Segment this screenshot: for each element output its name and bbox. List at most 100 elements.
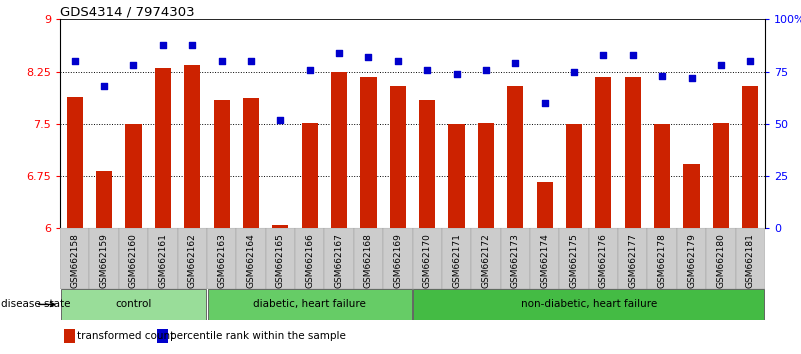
Text: GSM662181: GSM662181 xyxy=(746,233,755,288)
Text: GSM662167: GSM662167 xyxy=(335,233,344,288)
Bar xyxy=(207,289,412,320)
Text: GSM662162: GSM662162 xyxy=(187,233,197,288)
Bar xyxy=(157,329,168,343)
Text: GSM662161: GSM662161 xyxy=(159,233,167,288)
Bar xyxy=(272,225,288,228)
Bar xyxy=(501,228,530,289)
Point xyxy=(568,69,581,75)
Point xyxy=(304,67,316,73)
Bar xyxy=(266,228,295,289)
Point xyxy=(450,71,463,76)
Point xyxy=(626,52,639,58)
Bar xyxy=(442,228,471,289)
Bar xyxy=(360,77,376,228)
Text: GSM662159: GSM662159 xyxy=(99,233,109,288)
Bar xyxy=(126,124,142,228)
Bar xyxy=(706,228,735,289)
Bar xyxy=(236,228,266,289)
Text: GSM662176: GSM662176 xyxy=(599,233,608,288)
Point xyxy=(538,100,551,106)
Bar xyxy=(618,228,647,289)
Bar xyxy=(96,171,112,228)
Text: GSM662160: GSM662160 xyxy=(129,233,138,288)
Bar xyxy=(559,228,589,289)
Point xyxy=(656,73,669,79)
Bar xyxy=(354,228,383,289)
Text: GSM662171: GSM662171 xyxy=(452,233,461,288)
Bar xyxy=(66,97,83,228)
Text: disease state: disease state xyxy=(2,299,70,309)
Bar xyxy=(471,228,501,289)
Bar xyxy=(478,122,494,228)
Point xyxy=(685,75,698,81)
Point xyxy=(392,58,405,64)
Text: non-diabetic, heart failure: non-diabetic, heart failure xyxy=(521,299,657,309)
Bar xyxy=(302,122,318,228)
Bar xyxy=(530,228,559,289)
Point xyxy=(186,42,199,47)
Bar xyxy=(683,164,699,228)
Text: GSM662174: GSM662174 xyxy=(540,233,549,288)
Point xyxy=(509,61,521,66)
Text: GSM662169: GSM662169 xyxy=(393,233,402,288)
Bar xyxy=(324,228,354,289)
Bar xyxy=(243,98,259,228)
Bar xyxy=(589,228,618,289)
Text: GDS4314 / 7974303: GDS4314 / 7974303 xyxy=(60,5,195,18)
Bar xyxy=(566,124,582,228)
Bar xyxy=(383,228,413,289)
Bar xyxy=(677,228,706,289)
Bar xyxy=(64,329,74,343)
Text: GSM662172: GSM662172 xyxy=(481,233,490,288)
Text: GSM662173: GSM662173 xyxy=(511,233,520,288)
Bar xyxy=(743,86,759,228)
Bar xyxy=(390,86,406,228)
Text: diabetic, heart failure: diabetic, heart failure xyxy=(253,299,366,309)
Bar xyxy=(295,228,324,289)
Text: percentile rank within the sample: percentile rank within the sample xyxy=(170,331,346,341)
Bar xyxy=(60,228,90,289)
Bar xyxy=(90,228,119,289)
Point xyxy=(421,67,433,73)
Text: GSM662163: GSM662163 xyxy=(217,233,226,288)
Bar xyxy=(507,86,523,228)
Bar xyxy=(148,228,178,289)
Text: GSM662178: GSM662178 xyxy=(658,233,666,288)
Text: GSM662177: GSM662177 xyxy=(628,233,638,288)
Bar xyxy=(449,124,465,228)
Text: GSM662170: GSM662170 xyxy=(423,233,432,288)
Bar xyxy=(419,99,435,228)
Point xyxy=(215,58,228,64)
Text: GSM662158: GSM662158 xyxy=(70,233,79,288)
Text: GSM662165: GSM662165 xyxy=(276,233,285,288)
Bar xyxy=(61,289,207,320)
Bar xyxy=(647,228,677,289)
Point xyxy=(480,67,493,73)
Bar xyxy=(155,68,171,228)
Point xyxy=(744,58,757,64)
Text: control: control xyxy=(115,299,151,309)
Text: GSM662179: GSM662179 xyxy=(687,233,696,288)
Bar xyxy=(413,289,764,320)
Text: GSM662164: GSM662164 xyxy=(247,233,256,288)
Point xyxy=(68,58,81,64)
Text: GSM662175: GSM662175 xyxy=(570,233,578,288)
Bar xyxy=(713,122,729,228)
Point xyxy=(98,84,111,89)
Bar xyxy=(595,77,611,228)
Bar xyxy=(625,76,641,228)
Bar xyxy=(413,228,442,289)
Point xyxy=(332,50,345,56)
Text: GSM662180: GSM662180 xyxy=(716,233,726,288)
Bar xyxy=(178,228,207,289)
Bar xyxy=(537,182,553,228)
Bar xyxy=(735,228,765,289)
Bar xyxy=(119,228,148,289)
Point xyxy=(156,42,169,47)
Bar xyxy=(214,99,230,228)
Point xyxy=(597,52,610,58)
Text: transformed count: transformed count xyxy=(77,331,175,341)
Point xyxy=(127,63,140,68)
Point xyxy=(244,58,257,64)
Text: GSM662168: GSM662168 xyxy=(364,233,373,288)
